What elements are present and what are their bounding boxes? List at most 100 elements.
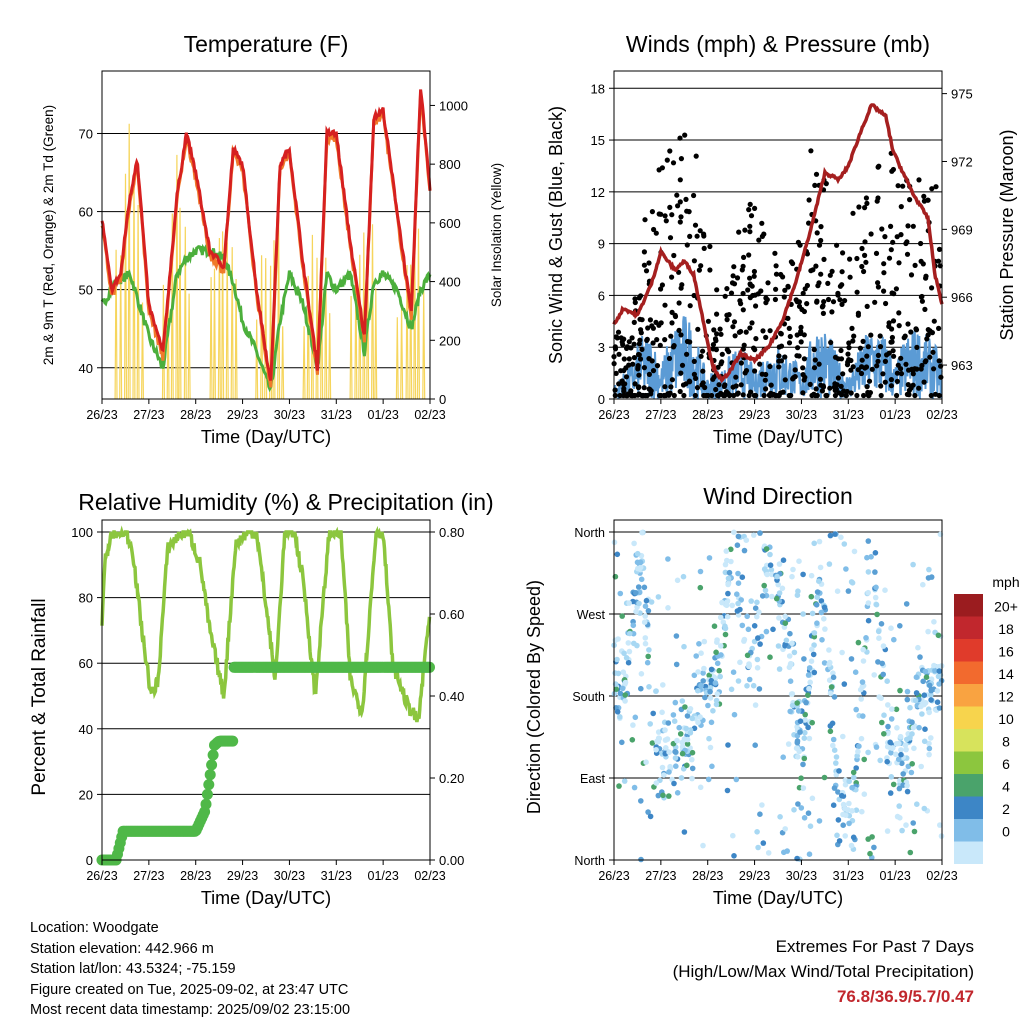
gust-point [713, 347, 720, 353]
direction-point [745, 626, 752, 633]
direction-point [890, 781, 897, 788]
direction-point [622, 679, 629, 686]
direction-point [724, 613, 731, 620]
gust-point [855, 310, 862, 316]
direction-point [878, 621, 885, 627]
gust-point [687, 303, 693, 309]
direction-point [717, 614, 724, 621]
direction-point [734, 591, 740, 597]
winds-x-tick-label: 02/23 [926, 408, 957, 422]
gust-point [700, 380, 706, 386]
direction-point [834, 832, 840, 839]
gust-point [828, 339, 834, 346]
direction-point [888, 774, 895, 780]
direction-point [904, 782, 910, 789]
gust-point [636, 372, 642, 378]
gust-point [641, 365, 648, 371]
gust-point [691, 192, 697, 199]
gust-point [727, 392, 733, 398]
gust-point [879, 226, 885, 232]
direction-point [868, 554, 874, 560]
gust-point [800, 390, 806, 396]
direction-point [662, 737, 669, 743]
legend-label: 20+ [994, 598, 1018, 614]
gust-point [854, 392, 860, 399]
gust-point [671, 252, 677, 259]
gust-point [670, 160, 677, 166]
gust-point [647, 387, 653, 393]
humidity-plot-frame [101, 519, 431, 861]
direction-point [684, 741, 691, 747]
temperature-plot-frame [101, 70, 431, 400]
direction-point [788, 691, 795, 697]
gust-point [838, 347, 844, 354]
direction-point [660, 792, 666, 799]
gust-point [808, 148, 814, 154]
direction-point [816, 818, 823, 824]
direction-point [724, 599, 730, 605]
humidity-y-tick-label: 60 [79, 656, 93, 671]
gust-point [636, 384, 642, 390]
gust-point [874, 198, 880, 204]
gust-point [936, 358, 942, 364]
direction-point [826, 677, 833, 683]
temperature-x-tick-label: 29/23 [227, 408, 258, 422]
direction-point [673, 661, 680, 668]
gust-point [882, 358, 889, 364]
gust-point [612, 387, 618, 393]
gust-point [898, 371, 905, 377]
gust-point [724, 286, 730, 292]
direction-point [893, 751, 899, 758]
direction-point [630, 622, 637, 629]
gust-point [621, 356, 627, 362]
gust-point [778, 271, 784, 278]
gust-point [786, 340, 793, 346]
gust-point [922, 306, 928, 312]
direction-plot-frame [613, 519, 943, 861]
direction-point [722, 561, 729, 568]
gust-point [644, 336, 650, 342]
gust-point [684, 208, 690, 214]
direction-y-tick-label: North [574, 526, 605, 540]
legend-color-box [954, 729, 983, 752]
gust-point [806, 220, 812, 226]
direction-point [831, 694, 838, 700]
gust-point [778, 343, 785, 349]
direction-point [722, 631, 729, 638]
gust-point [759, 371, 765, 377]
direction-point [666, 769, 672, 775]
gust-point [800, 372, 806, 378]
gust-point [735, 390, 741, 396]
direction-point [731, 853, 737, 859]
direction-point [617, 590, 624, 597]
direction-point [842, 781, 849, 788]
direction-point [908, 769, 915, 776]
direction-point [641, 619, 648, 625]
direction-point [846, 800, 852, 807]
gust-point [888, 223, 894, 229]
direction-point [751, 532, 757, 538]
direction-point [853, 765, 859, 771]
direction-point [752, 702, 759, 708]
direction-point [855, 639, 862, 646]
direction-point [822, 626, 828, 632]
direction-point [911, 828, 918, 835]
direction-point [889, 706, 895, 712]
direction-point [725, 575, 732, 582]
gust-point [904, 239, 910, 245]
direction-point [762, 587, 769, 594]
gust-point [863, 195, 870, 201]
direction-point [931, 619, 937, 625]
precip-point [204, 769, 216, 781]
direction-x-tick-label: 29/23 [739, 869, 770, 883]
direction-point [876, 635, 882, 641]
legend-label: 2 [1002, 801, 1010, 817]
direction-point [722, 625, 729, 632]
gust-point [747, 201, 753, 207]
gust-point [623, 374, 630, 380]
gust-point [614, 335, 620, 341]
direction-point [637, 564, 644, 571]
legend-color-box [954, 774, 983, 797]
direction-point [836, 768, 842, 774]
direction-point [853, 807, 860, 813]
